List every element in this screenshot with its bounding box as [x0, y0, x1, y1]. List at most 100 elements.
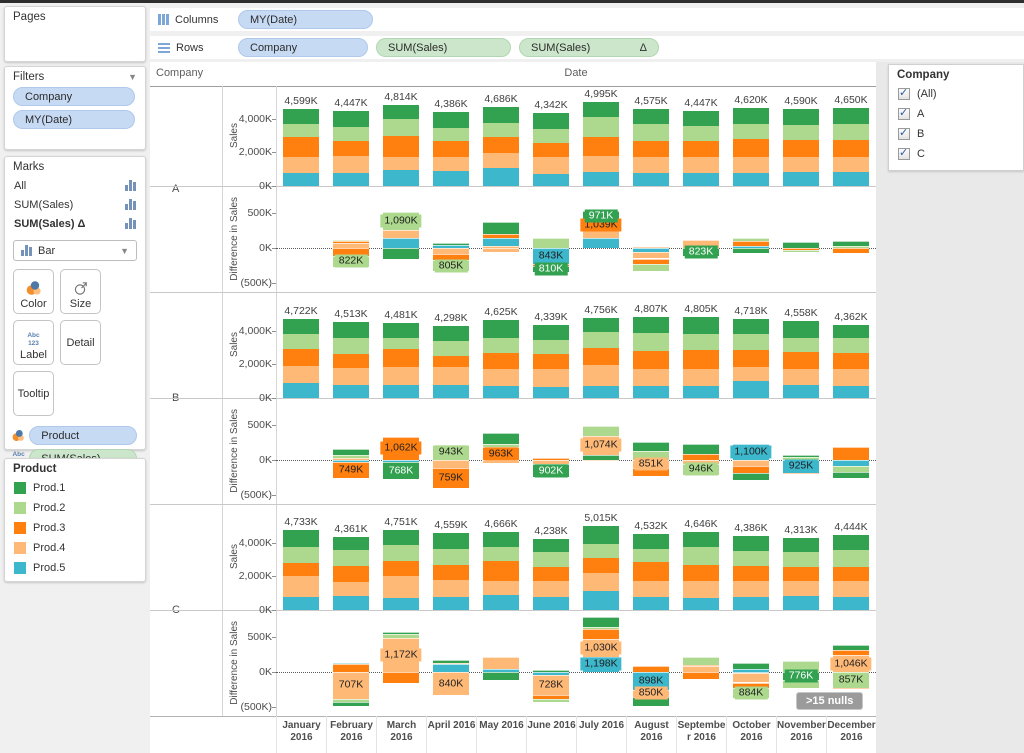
- bar-segment-prod3[interactable]: [683, 141, 719, 158]
- diff-bar-segment-prod5[interactable]: [433, 244, 469, 248]
- bar-segment-prod4[interactable]: [483, 153, 519, 169]
- bar-segment-prod3[interactable]: [633, 350, 669, 370]
- bar-segment-prod4[interactable]: [533, 156, 569, 175]
- bar-segment-prod2[interactable]: [583, 332, 619, 349]
- diff-bar-segment-prod4[interactable]: [683, 666, 719, 672]
- bar-segment-prod5[interactable]: [783, 595, 819, 610]
- sales-bar[interactable]: [333, 322, 369, 398]
- bar-segment-prod1[interactable]: [333, 111, 369, 128]
- bar-segment-prod4[interactable]: [333, 367, 369, 386]
- diff-bar-segment-prod3[interactable]: [333, 663, 369, 672]
- bar-segment-prod5[interactable]: [483, 386, 519, 398]
- diff-bar-segment-prod5[interactable]: [833, 460, 869, 466]
- bar-segment-prod4[interactable]: [633, 157, 669, 173]
- bar-segment-prod2[interactable]: [333, 550, 369, 567]
- bar-segment-prod5[interactable]: [333, 385, 369, 398]
- bar-segment-prod5[interactable]: [383, 170, 419, 186]
- bar-segment-prod1[interactable]: [533, 325, 569, 341]
- checkbox-checked[interactable]: [898, 106, 910, 120]
- bar-segment-prod5[interactable]: [633, 597, 669, 610]
- product-legend-item[interactable]: Prod.3: [5, 518, 145, 538]
- diff-bar-segment-prod4[interactable]: [333, 243, 369, 248]
- diff-bar-segment-prod3[interactable]: [683, 672, 719, 679]
- bar-segment-prod2[interactable]: [733, 123, 769, 139]
- sales-bar[interactable]: [783, 108, 819, 186]
- diff-bar-segment-prod4[interactable]: [483, 657, 519, 670]
- sales-bar[interactable]: [383, 322, 419, 398]
- bar-segment-prod3[interactable]: [533, 143, 569, 157]
- bar-segment-prod1[interactable]: [583, 102, 619, 118]
- bar-segment-prod2[interactable]: [433, 340, 469, 356]
- filter-pill[interactable]: Company: [13, 87, 135, 106]
- marks-row[interactable]: SUM(Sales): [5, 195, 145, 214]
- bar-segment-prod5[interactable]: [733, 597, 769, 610]
- diff-bar-segment-prod1[interactable]: [333, 449, 369, 456]
- bar-segment-prod5[interactable]: [433, 385, 469, 398]
- bar-segment-prod1[interactable]: [433, 112, 469, 129]
- bar-segment-prod1[interactable]: [533, 113, 569, 129]
- bar-segment-prod3[interactable]: [483, 137, 519, 154]
- diff-bar-segment-prod4[interactable]: [333, 457, 369, 460]
- bar-segment-prod5[interactable]: [633, 172, 669, 186]
- diff-bar-segment-prod1[interactable]: [583, 454, 619, 460]
- sales-bar[interactable]: [583, 318, 619, 398]
- bar-segment-prod5[interactable]: [733, 172, 769, 186]
- bar-segment-prod5[interactable]: [533, 387, 569, 398]
- product-legend-item[interactable]: Prod.4: [5, 538, 145, 558]
- bar-segment-prod3[interactable]: [583, 557, 619, 573]
- bar-segment-prod5[interactable]: [683, 598, 719, 610]
- bar-segment-prod1[interactable]: [583, 318, 619, 333]
- bar-segment-prod3[interactable]: [533, 354, 569, 370]
- bar-segment-prod5[interactable]: [533, 174, 569, 186]
- bar-segment-prod2[interactable]: [583, 543, 619, 558]
- diff-bar-segment-prod1[interactable]: [833, 472, 869, 478]
- bar-segment-prod3[interactable]: [583, 137, 619, 156]
- diff-bar-segment-prod4[interactable]: [733, 673, 769, 683]
- columns-shelf-pill[interactable]: MY(Date): [238, 10, 373, 29]
- diff-bar-segment-prod1[interactable]: [833, 241, 869, 247]
- diff-bar-segment-prod5[interactable]: [583, 238, 619, 248]
- bar-segment-prod1[interactable]: [433, 533, 469, 549]
- diff-bar-segment-prod3[interactable]: [633, 246, 669, 248]
- sales-bar[interactable]: [833, 324, 869, 398]
- bar-segment-prod5[interactable]: [733, 381, 769, 398]
- bar-segment-prod3[interactable]: [833, 139, 869, 157]
- company-filter-item[interactable]: B: [889, 124, 1023, 144]
- rows-shelf-pill[interactable]: SUM(Sales): [376, 38, 511, 57]
- tooltip-button[interactable]: Tooltip: [13, 371, 54, 416]
- bar-segment-prod4[interactable]: [533, 369, 569, 388]
- chevron-down-icon[interactable]: ▼: [128, 72, 137, 82]
- diff-bar-segment-prod4[interactable]: [483, 246, 519, 248]
- bar-segment-prod2[interactable]: [633, 123, 669, 141]
- checkbox-checked[interactable]: [898, 126, 910, 140]
- diff-bar-segment-prod3[interactable]: [683, 453, 719, 460]
- bar-segment-prod1[interactable]: [683, 531, 719, 547]
- diff-bar-segment-prod3[interactable]: [333, 241, 369, 244]
- bar-segment-prod1[interactable]: [283, 530, 319, 547]
- bar-segment-prod1[interactable]: [683, 111, 719, 127]
- bar-segment-prod5[interactable]: [283, 597, 319, 610]
- nulls-indicator[interactable]: >15 nulls: [796, 692, 864, 710]
- diff-bar-segment-prod1[interactable]: [733, 248, 769, 253]
- diff-bar-segment-prod2[interactable]: [733, 238, 769, 241]
- diff-bar-segment-prod3[interactable]: [333, 248, 369, 256]
- company-filter-item[interactable]: (All): [889, 84, 1023, 104]
- bar-segment-prod2[interactable]: [733, 551, 769, 567]
- diff-bar-segment-prod3[interactable]: [833, 688, 869, 690]
- bar-segment-prod3[interactable]: [533, 567, 569, 582]
- diff-bar-segment-prod3[interactable]: [683, 665, 719, 667]
- bar-segment-prod4[interactable]: [583, 365, 619, 387]
- bar-segment-prod5[interactable]: [283, 382, 319, 398]
- diff-bar-segment-prod1[interactable]: [433, 660, 469, 663]
- diff-bar-segment-prod3[interactable]: [633, 258, 669, 265]
- bar-segment-prod1[interactable]: [383, 530, 419, 546]
- bar-segment-prod2[interactable]: [333, 127, 369, 141]
- bar-segment-prod2[interactable]: [583, 117, 619, 138]
- bar-segment-prod4[interactable]: [833, 580, 869, 597]
- sales-bar[interactable]: [533, 538, 569, 610]
- company-filter-item[interactable]: A: [889, 104, 1023, 124]
- marks-row[interactable]: All: [5, 176, 145, 195]
- diff-bar-segment-prod1[interactable]: [533, 669, 569, 672]
- sales-bar[interactable]: [733, 318, 769, 398]
- bar-segment-prod4[interactable]: [583, 573, 619, 592]
